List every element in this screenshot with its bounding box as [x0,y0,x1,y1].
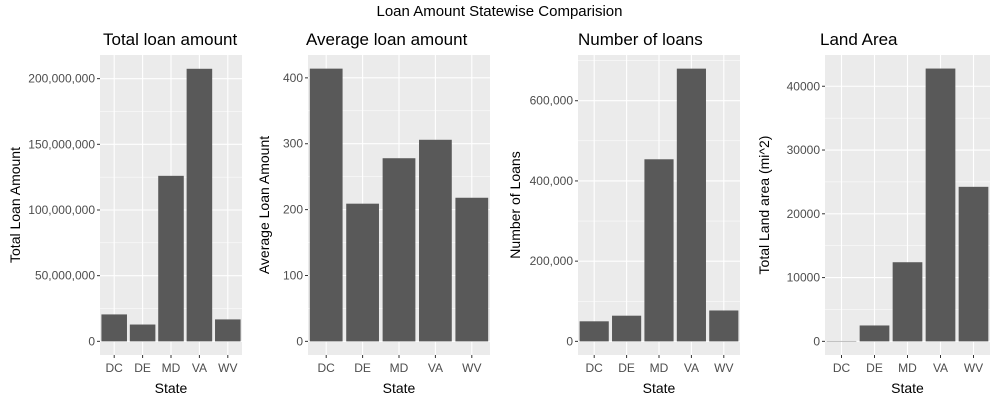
figure-title: Loan Amount Statewise Comparision [376,3,623,20]
panel-2-bar-va [419,139,452,342]
panel-1-bar-md [158,175,184,342]
panel-1-xtick-label: DE [134,361,151,375]
panel-2-ytick-label: 0 [296,334,303,348]
panel-1-ytick-label: 100,000,000 [28,203,95,217]
panel-3-ytick-label: 400,000 [530,174,574,188]
panel-4-x-axis-label: State [891,380,924,396]
panel-1-xtick-label: WV [218,361,237,375]
panel-4-ytick-label: 30000 [787,143,821,157]
panel-3-bar-de [612,315,642,342]
panel-1-ytick-label: 50,000,000 [35,269,95,283]
panel-4-bar-va [925,68,956,342]
panel-1-bar-wv [215,319,241,342]
panel-4-xtick-label: DC [833,361,851,375]
panel-4-ytick-label: 40000 [787,79,821,93]
panel-3-xtick-label: VA [684,361,699,375]
panel-2-xtick-label: DE [354,361,371,375]
panel-1-bar-de [129,324,156,342]
panel-4-xtick-label: MD [898,361,917,375]
panel-2-bar-de [346,203,379,342]
panel-3-ytick-label: 0 [566,334,573,348]
panel-3-xtick-label: WV [714,361,733,375]
panel-3-xtick-label: DE [618,361,635,375]
panel-3-ytick-label: 200,000 [530,254,574,268]
panel-1-y-axis-label: Total Loan Amount [7,147,23,263]
panel-4-y-axis-label: Total Land area (mi^2) [756,136,772,275]
panel-4-ytick-label: 10000 [787,271,821,285]
panel-2-bar-dc [309,68,343,342]
panel-1-xtick-label: MD [162,361,181,375]
panel-2-xtick-label: VA [428,361,443,375]
panel-2-bar-md [382,158,416,342]
panel-3-x-axis-label: State [643,380,676,396]
panel-2-ytick-label: 400 [283,71,303,85]
panel-1-ytick-label: 150,000,000 [28,137,95,151]
panel-3-bar-dc [579,321,609,342]
panel-1-bar-va [186,68,213,342]
panel-3-y-axis-label: Number of Loans [507,151,523,258]
panel-2-xtick-label: MD [390,361,409,375]
panel-1-xtick-label: VA [192,361,207,375]
panel-4-bar-md [892,262,923,342]
panel-3-ytick-label: 600,000 [530,94,574,108]
panel-4-ytick-label: 20000 [787,207,821,221]
panel-2-bar-wv [455,197,489,342]
panel-4-xtick-label: DE [866,361,883,375]
panel-4-title: Land Area [820,30,898,49]
panel-3-bar-md [644,159,674,342]
panel-2-x-axis-label: State [383,380,416,396]
panel-4-xtick-label: VA [933,361,948,375]
panel-3-bar-va [676,68,706,342]
panel-3-title: Number of loans [578,30,703,49]
panel-2-ytick-label: 200 [283,203,303,217]
panel-4-bar-wv [958,186,989,342]
panel-1-ytick-label: 0 [88,334,95,348]
panel-1-x-axis-label: State [155,380,188,396]
panel-2-ytick-label: 300 [283,137,303,151]
panel-1-bar-dc [101,314,127,342]
panel-1-xtick-label: DC [106,361,124,375]
panel-4-ytick-label: 0 [813,334,820,348]
panel-2-title: Average loan amount [306,30,468,49]
panel-3-xtick-label: DC [586,361,604,375]
panel-2-xtick-label: WV [462,361,481,375]
panel-4-xtick-label: WV [964,361,983,375]
panel-3-bar-wv [709,310,739,342]
panel-2-ytick-label: 100 [283,268,303,282]
panel-1-title: Total loan amount [103,30,237,49]
panel-2-y-axis-label: Average Loan Amount [256,136,272,274]
panel-3-xtick-label: MD [650,361,669,375]
panel-4-bar-de [859,325,890,342]
panel-1-ytick-label: 200,000,000 [28,72,95,86]
panel-2-xtick-label: DC [318,361,336,375]
